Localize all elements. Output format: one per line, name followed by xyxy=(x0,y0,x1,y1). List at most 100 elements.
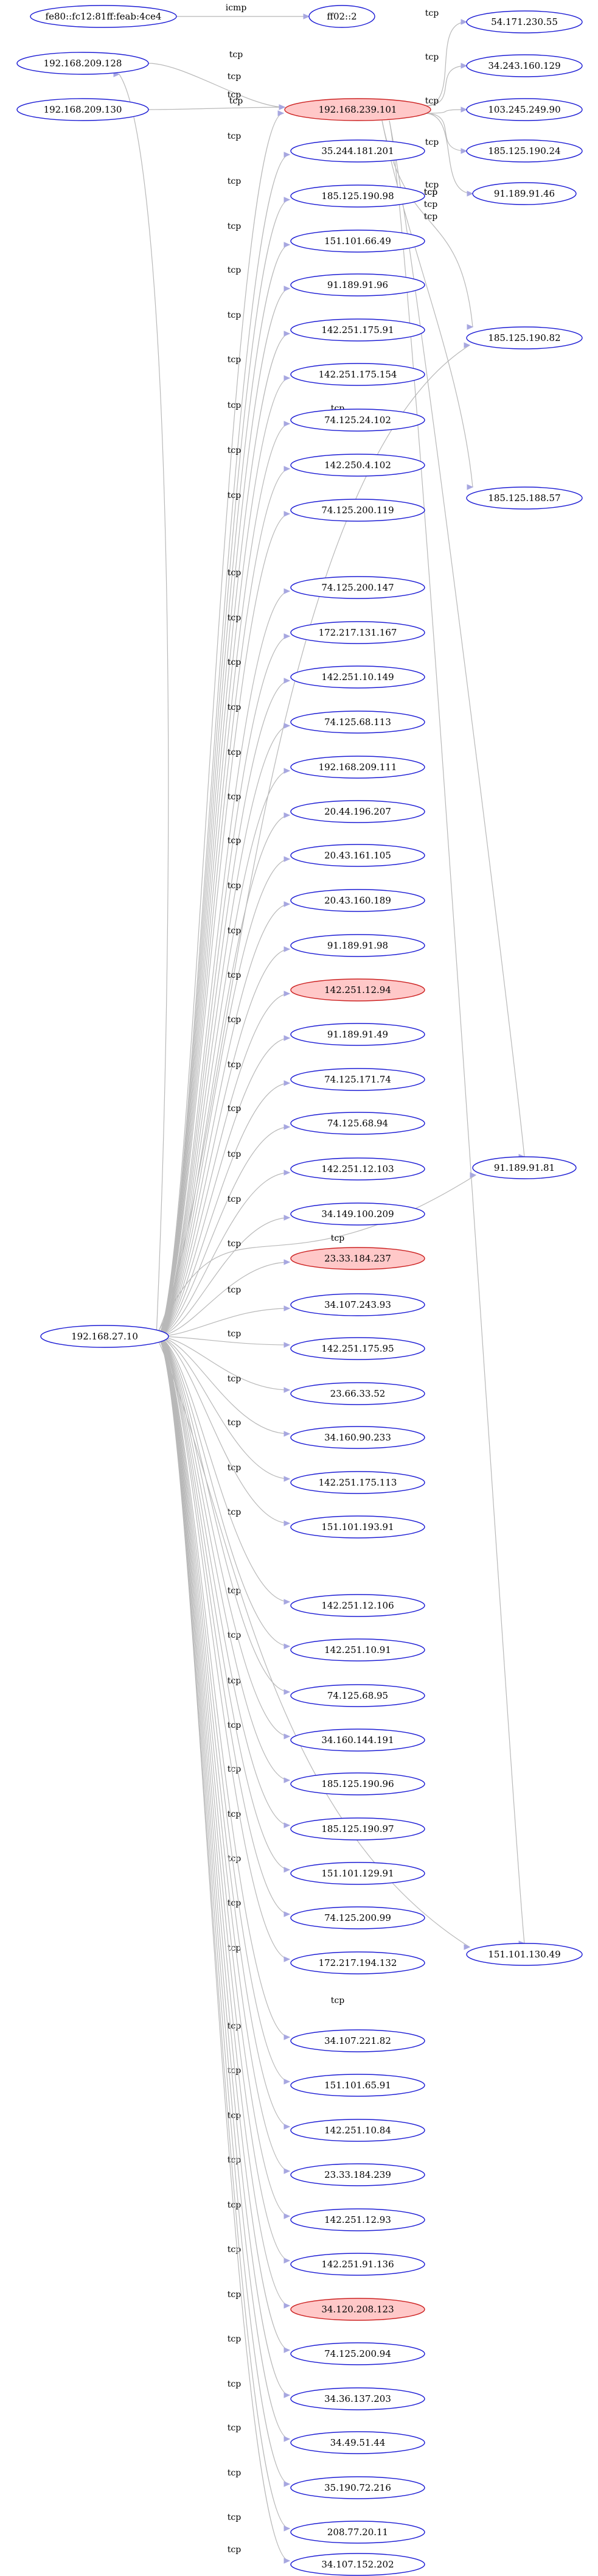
graph-node[interactable]: 142.251.12.94 xyxy=(290,978,425,1002)
graph-node[interactable]: 91.189.91.81 xyxy=(472,1156,577,1179)
graph-node[interactable]: 185.125.190.97 xyxy=(290,1817,425,1841)
graph-node[interactable]: 192.168.239.101 xyxy=(284,98,431,121)
edge-label: tcp xyxy=(228,658,241,667)
graph-node[interactable]: 34.107.243.93 xyxy=(290,1293,425,1316)
graph-node[interactable]: 142.251.12.106 xyxy=(290,1594,425,1617)
node-ellipse xyxy=(290,1862,425,1885)
graph-node[interactable]: 192.168.209.130 xyxy=(16,98,149,121)
graph-node[interactable]: 34.149.100.209 xyxy=(290,1202,425,1226)
graph-node[interactable]: 34.243.160.129 xyxy=(466,54,583,77)
graph-node[interactable]: 142.251.12.103 xyxy=(290,1157,425,1181)
graph-node[interactable]: 91.189.91.49 xyxy=(290,1023,425,1046)
graph-node[interactable]: 34.107.152.202 xyxy=(290,2553,425,2576)
graph-node[interactable]: 91.189.91.46 xyxy=(472,182,577,205)
graph-node[interactable]: 142.251.12.93 xyxy=(290,2208,425,2231)
node-ellipse xyxy=(290,1293,425,1316)
graph-node[interactable]: 20.44.196.207 xyxy=(290,800,425,823)
graph-node[interactable]: 74.125.68.95 xyxy=(290,1684,425,1707)
node-label: 34.243.160.129 xyxy=(488,60,560,71)
edge-line xyxy=(389,120,525,1157)
graph-node[interactable]: 142.251.91.136 xyxy=(290,2253,425,2276)
edge: tcp xyxy=(156,970,291,1337)
graph-node[interactable]: 34.36.137.203 xyxy=(290,2387,425,2410)
node-label: 54.171.230.55 xyxy=(491,16,558,27)
graph-node[interactable]: 91.189.91.98 xyxy=(290,934,425,957)
node-label: 185.125.190.96 xyxy=(321,1778,394,1789)
node-label: 142.251.175.113 xyxy=(319,1477,397,1488)
graph-node[interactable]: 151.101.129.91 xyxy=(290,1862,425,1885)
graph-node[interactable]: 142.251.175.154 xyxy=(290,363,425,386)
graph-node[interactable]: 74.125.68.113 xyxy=(290,711,425,734)
edge-line xyxy=(156,1336,290,1960)
edge-label: tcp xyxy=(228,748,241,757)
graph-node[interactable]: 142.251.175.113 xyxy=(290,1471,425,1494)
graph-node[interactable]: 192.168.209.111 xyxy=(290,756,425,779)
graph-node[interactable]: 74.125.24.102 xyxy=(290,409,425,432)
graph-node[interactable]: 20.43.160.189 xyxy=(290,889,425,912)
graph-node[interactable]: 91.189.91.96 xyxy=(290,273,425,297)
graph-node[interactable]: 34.160.144.191 xyxy=(290,1728,425,1752)
graph-node[interactable]: 74.125.200.147 xyxy=(290,576,425,599)
graph-node[interactable]: 74.125.171.74 xyxy=(290,1068,425,1091)
graph-node[interactable]: 151.101.130.49 xyxy=(466,1943,583,1966)
graph-node[interactable]: 151.101.193.91 xyxy=(290,1515,425,1539)
edge-line xyxy=(156,1336,290,2217)
graph-node[interactable]: 151.101.66.49 xyxy=(290,230,425,253)
edge-arrowhead xyxy=(283,2079,291,2085)
graph-node[interactable]: fe80::fc12:81ff:feab:4ce4 xyxy=(30,5,177,28)
node-ellipse xyxy=(290,1382,425,1405)
graph-node[interactable]: 185.125.190.82 xyxy=(466,326,583,349)
graph-node[interactable]: 23.66.33.52 xyxy=(290,1382,425,1405)
graph-node[interactable]: 23.33.184.237 xyxy=(290,1247,425,1270)
graph-node[interactable]: 192.168.27.10 xyxy=(40,1325,169,1348)
node-label: 74.125.200.94 xyxy=(324,2348,391,2359)
graph-node[interactable]: 34.160.90.233 xyxy=(290,1426,425,1449)
edge: tcp xyxy=(156,1336,291,1526)
graph-node[interactable]: 185.125.188.57 xyxy=(466,486,583,510)
edge-label: tcp xyxy=(228,401,241,410)
edge-label: tcp xyxy=(228,222,241,231)
edge-line xyxy=(156,154,290,1337)
graph-node[interactable]: 142.251.10.84 xyxy=(290,2119,425,2142)
edge-line xyxy=(156,993,290,1337)
graph-node[interactable]: 54.171.230.55 xyxy=(466,10,583,33)
graph-node[interactable]: 142.250.4.102 xyxy=(290,454,425,477)
graph-node[interactable]: 192.168.209.128 xyxy=(16,52,149,75)
node-label: 142.251.12.93 xyxy=(324,2214,391,2225)
graph-node[interactable]: 34.107.221.82 xyxy=(290,2029,425,2052)
graph-node[interactable]: 20.43.161.105 xyxy=(290,844,425,867)
graph-node[interactable]: 35.190.72.216 xyxy=(290,2476,425,2499)
graph-node[interactable]: 185.125.190.24 xyxy=(466,139,583,163)
edge-label: tcp xyxy=(228,1854,241,1864)
graph-node[interactable]: 142.251.10.91 xyxy=(290,1638,425,1662)
graph-node[interactable]: 208.77.20.11 xyxy=(290,2521,425,2544)
graph-node[interactable]: 151.101.65.91 xyxy=(290,2074,425,2097)
graph-node[interactable]: 172.217.131.167 xyxy=(290,621,425,644)
graph-node[interactable]: 34.120.208.123 xyxy=(290,2298,425,2321)
edge: tcp xyxy=(156,90,285,1337)
graph-node[interactable]: 103.245.249.90 xyxy=(466,98,583,121)
graph-node[interactable]: 35.244.181.201 xyxy=(290,139,425,163)
node-label: 34.160.90.233 xyxy=(324,1432,391,1443)
graph-node[interactable]: 74.125.200.94 xyxy=(290,2342,425,2365)
graph-node[interactable]: 185.125.190.98 xyxy=(290,184,425,208)
graph-node[interactable]: 74.125.200.99 xyxy=(290,1906,425,1929)
graph-node[interactable]: 142.251.10.149 xyxy=(290,665,425,689)
graph-node[interactable]: 23.33.184.239 xyxy=(290,2163,425,2186)
edge-line xyxy=(156,1336,290,2172)
edge-line xyxy=(156,468,290,1337)
node-ellipse xyxy=(290,889,425,912)
node-label: 185.125.188.57 xyxy=(488,493,560,504)
graph-node[interactable]: 185.125.190.96 xyxy=(290,1772,425,1795)
graph-node[interactable]: 34.49.51.44 xyxy=(290,2431,425,2454)
graph-node[interactable]: 74.125.200.119 xyxy=(290,499,425,522)
node-ellipse xyxy=(40,1325,169,1348)
graph-node[interactable]: 142.251.175.91 xyxy=(290,318,425,342)
graph-node[interactable]: 74.125.68.94 xyxy=(290,1112,425,1135)
edge-label: tcp xyxy=(228,1418,241,1428)
edge-arrowhead xyxy=(283,2525,291,2532)
node-label: 74.125.24.102 xyxy=(324,415,391,426)
graph-node[interactable]: 142.251.175.95 xyxy=(290,1337,425,1360)
graph-node[interactable]: 172.217.194.132 xyxy=(290,1951,425,1974)
graph-node[interactable]: ff02::2 xyxy=(308,5,375,28)
